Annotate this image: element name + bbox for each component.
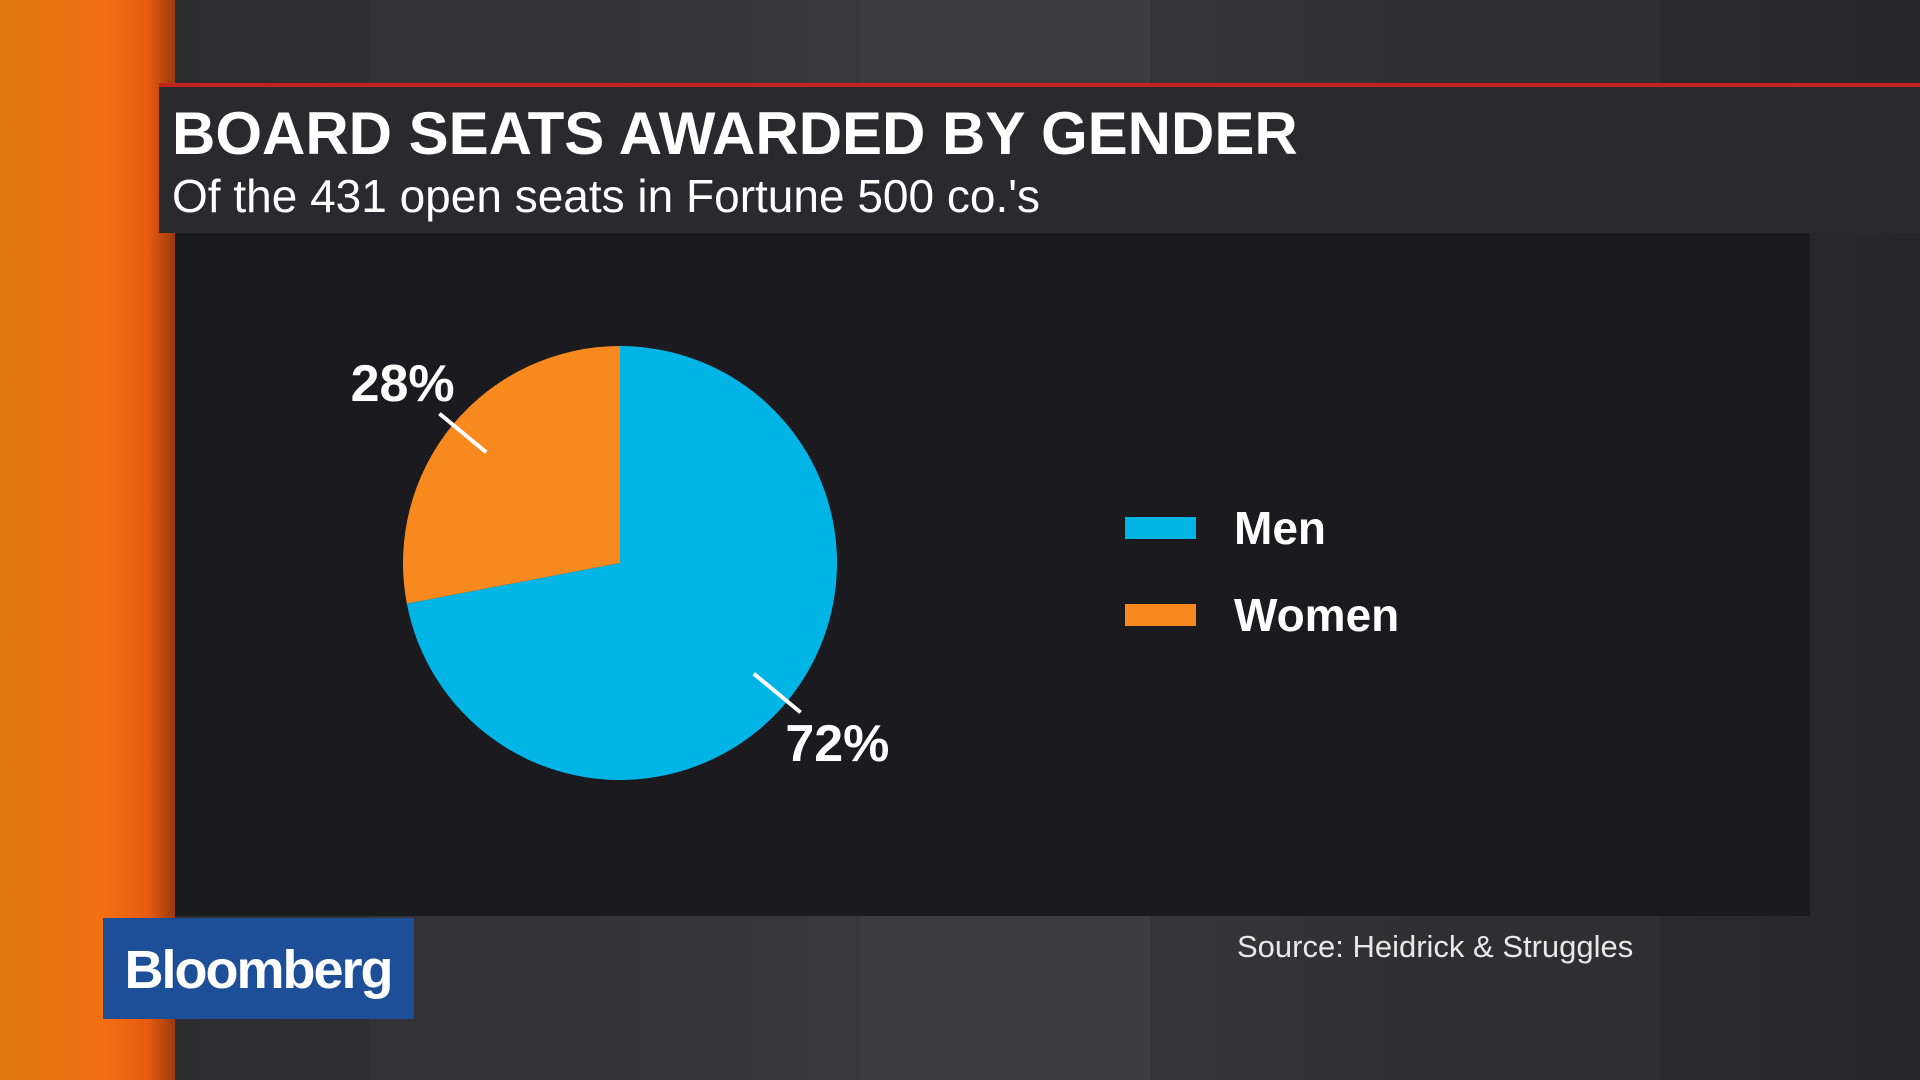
- pie-slice: [406, 346, 837, 780]
- source-note: Source: Heidrick & Struggles: [1237, 929, 1633, 964]
- chart-subtitle: Of the 431 open seats in Fortune 500 co.…: [172, 170, 1040, 222]
- brand-box: [103, 918, 414, 1019]
- leader-line: [438, 412, 488, 454]
- brand-logo: Bloomberg: [124, 940, 391, 1000]
- title-bar: [159, 83, 1920, 233]
- legend-swatch: [1125, 604, 1196, 626]
- legend-label: Women: [1234, 589, 1399, 641]
- data-label: 72%: [785, 715, 889, 773]
- legend-swatch: [1125, 517, 1196, 539]
- orange-stripe: [0, 0, 175, 1080]
- data-label: 28%: [351, 355, 455, 413]
- leader-line: [752, 672, 802, 714]
- legend-label: Men: [1234, 502, 1326, 554]
- legend: Men Women: [1125, 502, 1399, 641]
- chart-title: BOARD SEATS AWARDED BY GENDER: [172, 100, 1298, 167]
- pie-slice: [402, 346, 620, 604]
- title-accent: [159, 83, 1920, 87]
- pie-chart: 72% 28%: [351, 346, 889, 780]
